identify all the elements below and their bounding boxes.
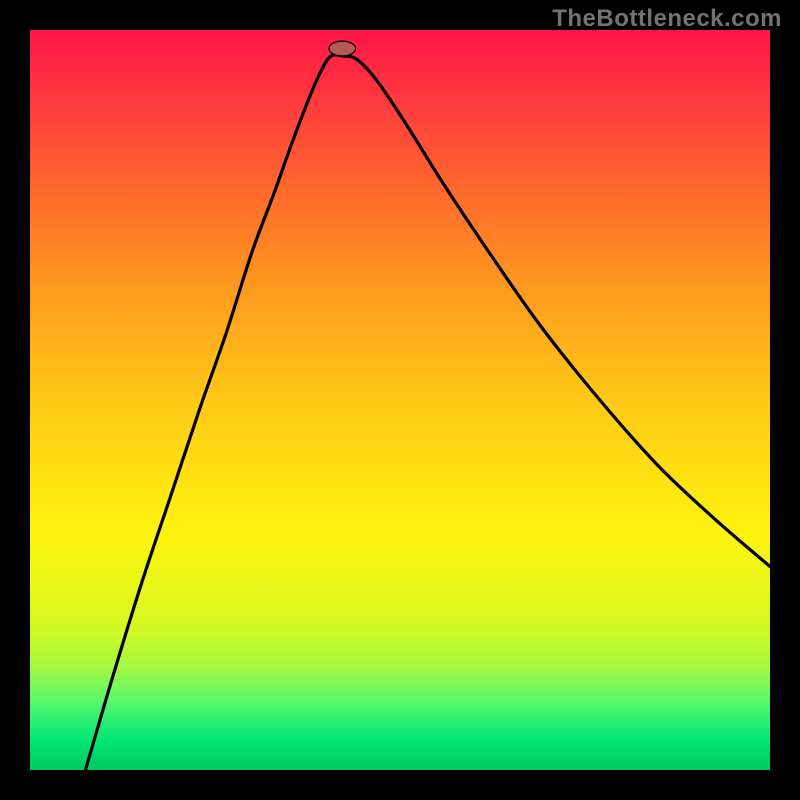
- plot-svg: [0, 0, 800, 800]
- watermark-text: TheBottleneck.com: [552, 5, 782, 33]
- optimum-marker: [329, 41, 356, 56]
- plot-background-gradient: [30, 30, 770, 770]
- frame: TheBottleneck.com: [0, 0, 800, 800]
